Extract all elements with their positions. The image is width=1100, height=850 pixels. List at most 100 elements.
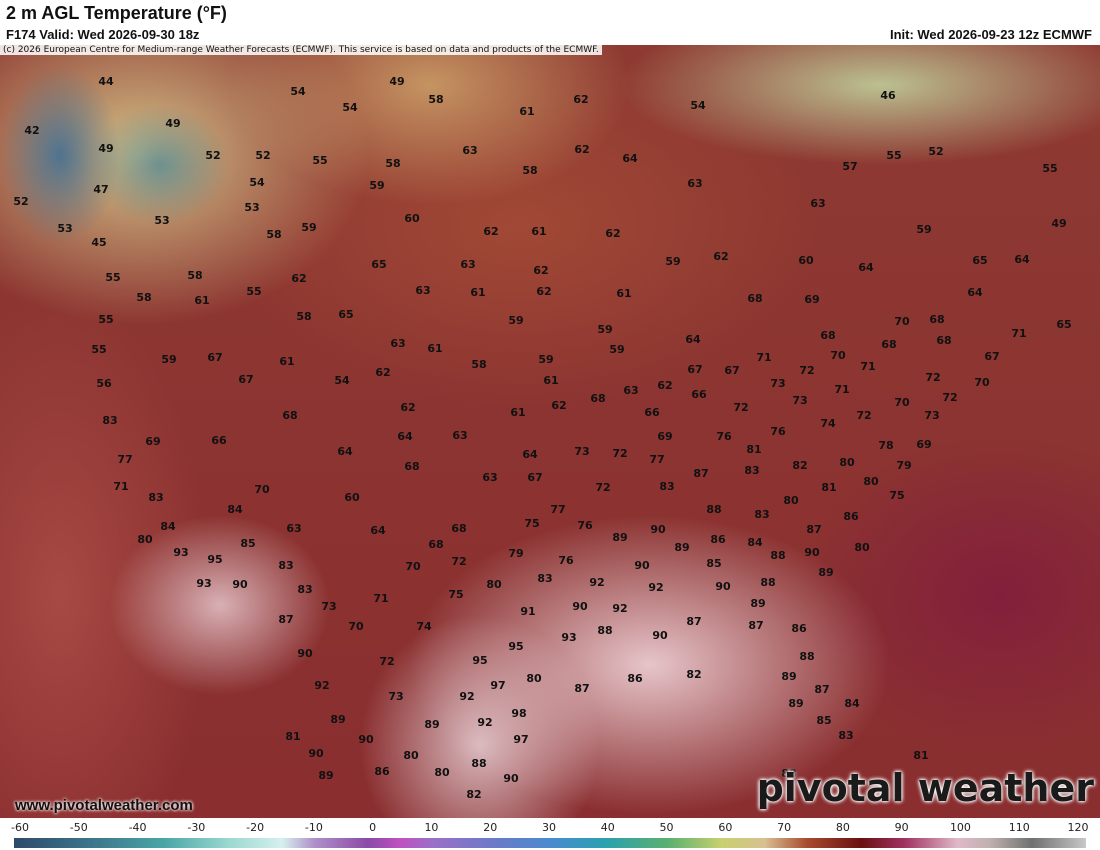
colorbar-tick-label: 20	[483, 821, 497, 834]
colorbar-tick-label: 100	[950, 821, 971, 834]
temperature-label: 95	[472, 654, 487, 667]
colorbar-tick-label: 50	[660, 821, 674, 834]
temperature-label: 63	[415, 284, 430, 297]
temperature-label: 60	[344, 491, 360, 504]
temperature-label: 70	[894, 396, 910, 409]
temperature-label: 72	[379, 655, 394, 668]
temperature-label: 67	[527, 471, 542, 484]
watermark: pivotal weather	[756, 766, 1094, 810]
temperature-label: 59	[369, 179, 384, 192]
temperature-label: 63	[482, 471, 497, 484]
temperature-label: 88	[781, 767, 796, 780]
temperature-label: 82	[792, 459, 807, 472]
credit: (c) 2026 European Centre for Medium-rang…	[0, 45, 602, 55]
temperature-label: 81	[821, 481, 836, 494]
temperature-label: 79	[896, 459, 911, 472]
temperature-label: 73	[388, 690, 403, 703]
temperature-label: 70	[405, 560, 421, 573]
temperature-label: 70	[348, 620, 364, 633]
temperature-label: 86	[374, 765, 390, 778]
colorbar-tick-label: -20	[246, 821, 264, 834]
temperature-label: 69	[804, 293, 819, 306]
temperature-label: 64	[685, 333, 701, 346]
temperature-label: 84	[747, 536, 763, 549]
temperature-label: 52	[928, 145, 943, 158]
temperature-label: 61	[279, 355, 294, 368]
temperature-label: 62	[574, 143, 589, 156]
temperature-label: 77	[550, 503, 565, 516]
temperature-label: 73	[924, 409, 939, 422]
temperature-label: 87	[693, 467, 708, 480]
temperature-label: 62	[551, 399, 566, 412]
temperature-label: 52	[255, 149, 270, 162]
temperature-label: 49	[165, 117, 180, 130]
temperature-label: 88	[471, 757, 486, 770]
temperature-label: 69	[657, 430, 672, 443]
temperature-label: 88	[597, 624, 612, 637]
temperature-label: 75	[448, 588, 463, 601]
temperature-label: 76	[716, 430, 732, 443]
temperature-label: 58	[296, 310, 311, 323]
temperature-label: 83	[744, 464, 759, 477]
temperature-label: 66	[644, 406, 660, 419]
temperature-label: 90	[572, 600, 588, 613]
temperature-label: 68	[404, 460, 419, 473]
temperature-label: 89	[750, 597, 765, 610]
site-url[interactable]: www.pivotalweather.com	[15, 797, 193, 814]
temperature-label: 59	[161, 353, 176, 366]
temperature-label: 68	[428, 538, 443, 551]
colorbar-tick-label: 70	[777, 821, 791, 834]
temperature-label: 87	[278, 613, 293, 626]
temperature-label: 79	[508, 547, 523, 560]
temperature-label: 58	[136, 291, 151, 304]
temperature-label: 84	[844, 697, 860, 710]
temperature-label: 47	[93, 183, 108, 196]
temperature-label: 55	[312, 154, 327, 167]
temperature-label: 56	[96, 377, 112, 390]
temperature-label: 91	[520, 605, 535, 618]
temperature-label: 63	[462, 144, 477, 157]
colorbar-tick-label: 60	[718, 821, 732, 834]
temperature-label: 80	[854, 541, 870, 554]
temperature-label: 58	[385, 157, 400, 170]
temperature-label: 72	[612, 447, 627, 460]
temperature-label: 90	[358, 733, 374, 746]
temperature-label: 72	[733, 401, 748, 414]
temperature-label: 92	[477, 716, 492, 729]
temperature-label: 76	[558, 554, 574, 567]
temperature-label: 62	[713, 250, 728, 263]
colorbar-tick-label: 40	[601, 821, 615, 834]
temperature-label: 72	[799, 364, 814, 377]
temperature-map	[0, 45, 1100, 818]
temperature-label: 55	[1042, 162, 1057, 175]
temperature-label: 80	[434, 766, 450, 779]
temperature-label: 68	[451, 522, 466, 535]
temperature-label: 63	[810, 197, 825, 210]
temperature-label: 87	[686, 615, 701, 628]
temperature-label: 80	[486, 578, 502, 591]
temperature-label: 61	[194, 294, 209, 307]
temperature-label: 80	[783, 494, 799, 507]
temperature-label: 86	[843, 510, 859, 523]
temperature-label: 60	[404, 212, 420, 225]
temperature-label: 86	[791, 622, 807, 635]
temperature-label: 71	[1011, 327, 1026, 340]
temperature-label: 80	[403, 749, 419, 762]
temperature-label: 61	[510, 406, 525, 419]
temperature-label: 68	[881, 338, 896, 351]
temperature-label: 92	[314, 679, 329, 692]
temperature-label: 90	[634, 559, 650, 572]
colorbar-tick-label: 10	[424, 821, 438, 834]
temperature-label: 84	[160, 520, 176, 533]
temperature-label: 83	[659, 480, 674, 493]
temperature-label: 88	[760, 576, 775, 589]
temperature-label: 60	[798, 254, 814, 267]
temperature-label: 58	[522, 164, 537, 177]
temperature-label: 93	[196, 577, 211, 590]
temperature-label: 88	[770, 549, 785, 562]
temperature-label: 62	[573, 93, 588, 106]
temperature-label: 73	[770, 377, 785, 390]
temperature-label: 86	[710, 533, 726, 546]
temperature-label: 58	[428, 93, 443, 106]
